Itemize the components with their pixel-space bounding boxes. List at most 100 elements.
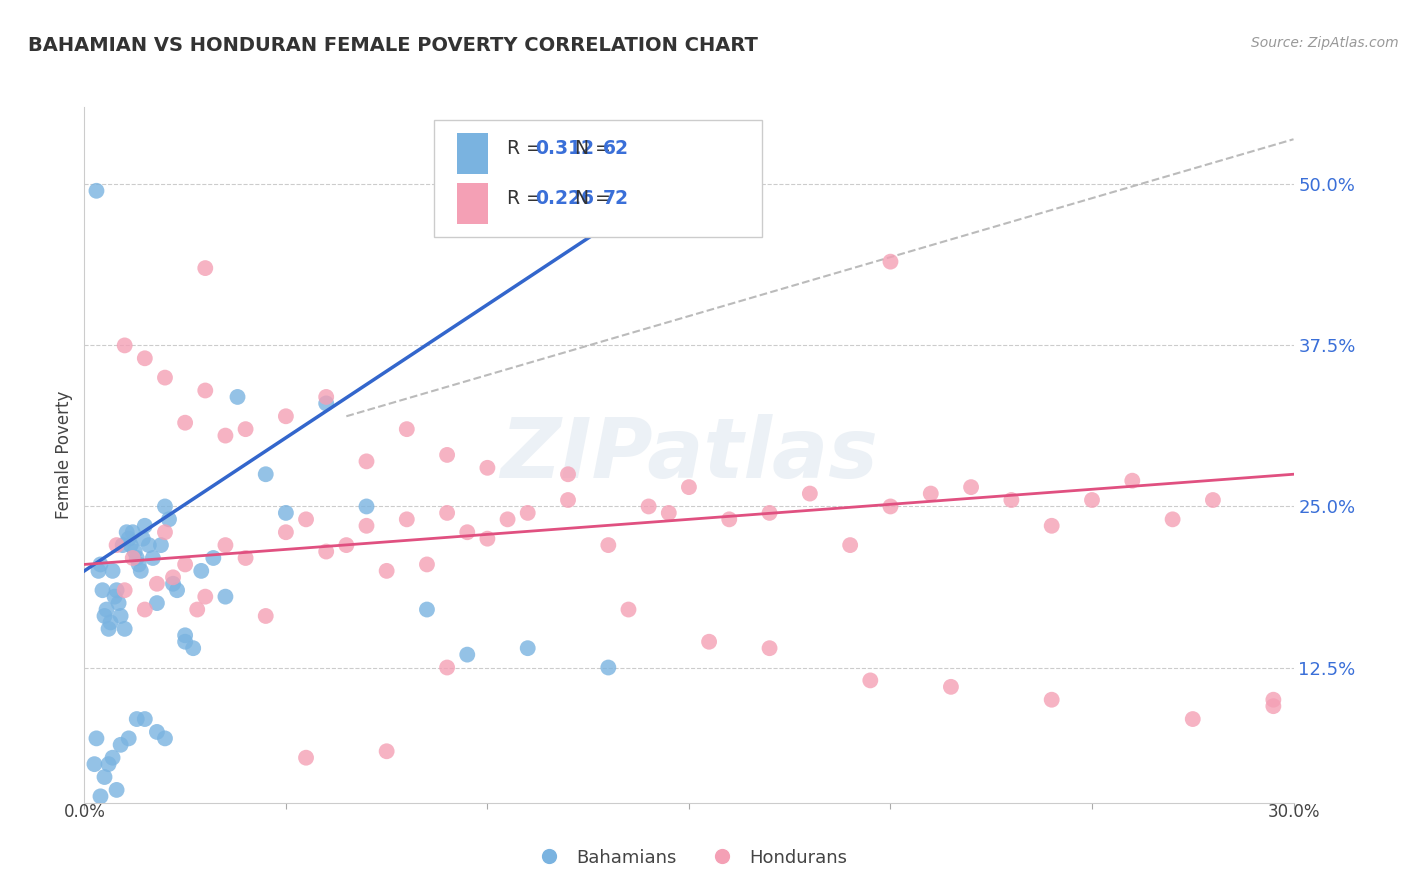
Point bbox=[194, 261, 217, 276]
Text: 0.226: 0.226 bbox=[536, 189, 595, 208]
Point bbox=[105, 583, 128, 598]
Point bbox=[416, 602, 439, 616]
Point bbox=[274, 409, 297, 424]
Point bbox=[516, 506, 538, 520]
Point bbox=[436, 448, 458, 462]
Point bbox=[153, 525, 176, 540]
Text: 30.0%: 30.0% bbox=[1267, 803, 1320, 821]
Point bbox=[128, 558, 150, 572]
Point bbox=[174, 558, 197, 572]
Point bbox=[356, 500, 378, 514]
Point bbox=[181, 641, 204, 656]
Y-axis label: Female Poverty: Female Poverty bbox=[55, 391, 73, 519]
Text: R =: R = bbox=[508, 189, 548, 208]
Point bbox=[697, 634, 720, 648]
Point bbox=[202, 551, 225, 566]
Point bbox=[1263, 692, 1285, 706]
Point bbox=[114, 583, 136, 598]
Point bbox=[1202, 493, 1225, 508]
Point bbox=[658, 506, 681, 520]
Point bbox=[416, 558, 439, 572]
Point bbox=[118, 731, 141, 746]
Point bbox=[93, 609, 115, 624]
Point bbox=[477, 532, 499, 546]
Point bbox=[149, 538, 172, 552]
Point bbox=[839, 538, 862, 552]
Point bbox=[1000, 493, 1022, 508]
Point bbox=[375, 564, 398, 578]
Text: 0.312: 0.312 bbox=[536, 139, 595, 158]
Point bbox=[114, 622, 136, 636]
Point bbox=[496, 512, 519, 526]
Point bbox=[105, 783, 128, 797]
Point bbox=[166, 583, 188, 598]
Point bbox=[194, 590, 217, 604]
Point bbox=[235, 422, 257, 436]
Point bbox=[97, 757, 120, 772]
Point bbox=[101, 750, 124, 764]
Point bbox=[120, 538, 142, 552]
Point bbox=[718, 512, 741, 526]
Point bbox=[477, 460, 499, 475]
Point bbox=[1040, 518, 1063, 533]
Point bbox=[101, 564, 124, 578]
Point bbox=[335, 538, 357, 552]
Point bbox=[214, 538, 236, 552]
Point bbox=[920, 486, 942, 500]
Point bbox=[153, 731, 176, 746]
Text: R =: R = bbox=[508, 139, 548, 158]
Point bbox=[436, 506, 458, 520]
Point bbox=[100, 615, 122, 630]
Point bbox=[1181, 712, 1204, 726]
Point bbox=[146, 576, 169, 591]
Point bbox=[1263, 699, 1285, 714]
Point bbox=[436, 660, 458, 674]
Point bbox=[134, 351, 156, 366]
Point bbox=[162, 576, 184, 591]
Point bbox=[142, 551, 165, 566]
Text: 0.0%: 0.0% bbox=[63, 803, 105, 821]
Point bbox=[557, 493, 579, 508]
Point bbox=[315, 544, 337, 558]
Point bbox=[114, 338, 136, 352]
Point bbox=[186, 602, 208, 616]
Point bbox=[138, 538, 160, 552]
Point bbox=[124, 544, 146, 558]
Point bbox=[315, 390, 337, 404]
Point bbox=[879, 500, 901, 514]
Point bbox=[157, 512, 180, 526]
Text: N =: N = bbox=[575, 139, 617, 158]
Point bbox=[315, 396, 337, 410]
Point bbox=[153, 500, 176, 514]
Point bbox=[115, 525, 138, 540]
Point bbox=[557, 467, 579, 482]
Point bbox=[174, 628, 197, 642]
Point bbox=[153, 370, 176, 384]
Point bbox=[356, 518, 378, 533]
Point bbox=[86, 184, 108, 198]
Point bbox=[121, 525, 143, 540]
Text: BAHAMIAN VS HONDURAN FEMALE POVERTY CORRELATION CHART: BAHAMIAN VS HONDURAN FEMALE POVERTY CORR… bbox=[28, 36, 758, 54]
Point bbox=[799, 486, 821, 500]
Point bbox=[395, 422, 418, 436]
Point bbox=[194, 384, 217, 398]
Point bbox=[93, 770, 115, 784]
Point bbox=[162, 570, 184, 584]
Text: 62: 62 bbox=[603, 139, 628, 158]
Point bbox=[1121, 474, 1143, 488]
Point bbox=[134, 712, 156, 726]
Point bbox=[110, 738, 132, 752]
Point bbox=[105, 538, 128, 552]
Point bbox=[134, 518, 156, 533]
Text: Source: ZipAtlas.com: Source: ZipAtlas.com bbox=[1251, 36, 1399, 50]
Point bbox=[758, 641, 780, 656]
Point bbox=[118, 532, 141, 546]
Point bbox=[89, 558, 111, 572]
Point bbox=[274, 506, 297, 520]
Point bbox=[91, 583, 114, 598]
Point bbox=[456, 525, 478, 540]
Point bbox=[174, 634, 197, 648]
Point bbox=[87, 564, 110, 578]
Point bbox=[96, 602, 118, 616]
Text: N =: N = bbox=[575, 189, 617, 208]
